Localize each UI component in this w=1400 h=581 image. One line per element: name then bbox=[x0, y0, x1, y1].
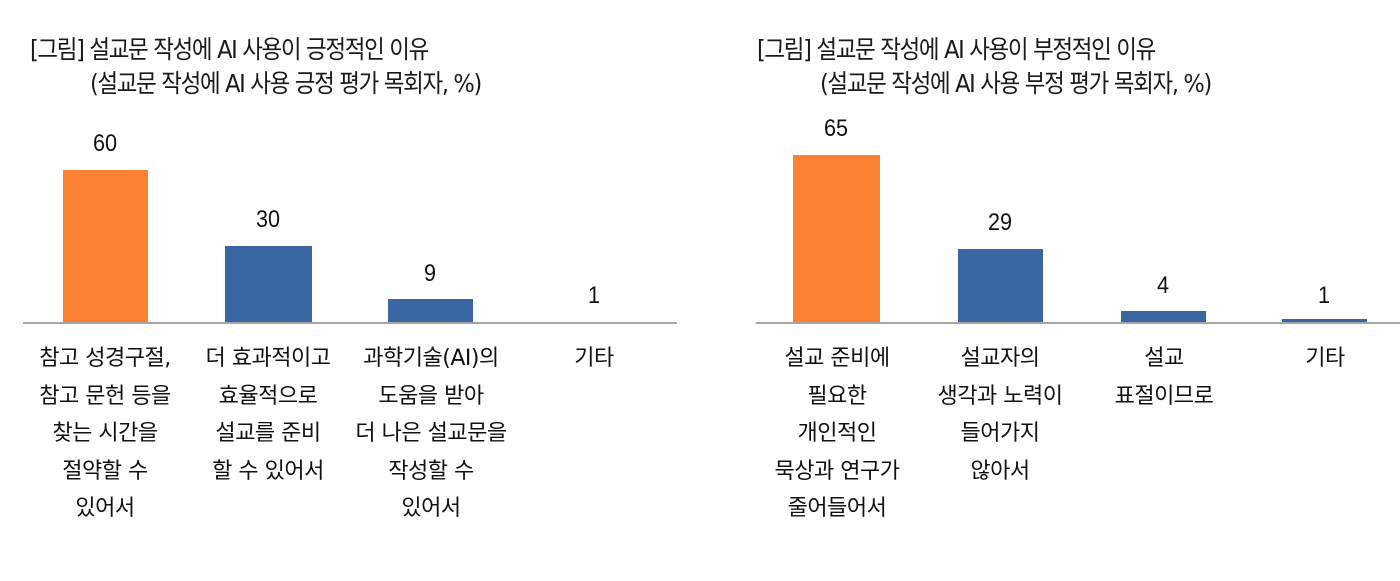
chart-subtitle: (설교문 작성에 AI 사용 부정 평가 목회자, %) bbox=[820, 69, 1212, 98]
value-label: 4 bbox=[1156, 272, 1170, 299]
category-label: 더 효과적이고 효율적으로 설교를 준비 할 수 있어서 bbox=[205, 346, 331, 484]
category-label: 기타 bbox=[1305, 346, 1345, 371]
positive-reasons-chart: [그림] 설교문 작성에 AI 사용이 긍정적인 이유 (설교문 작성에 AI … bbox=[23, 35, 677, 521]
category-label: 기타 bbox=[574, 346, 614, 371]
bar-0 bbox=[793, 155, 880, 322]
category-label: 과학기술(AI)의 도움을 받아 더 나은 설교문을 작성할 수 있어서 bbox=[355, 346, 507, 521]
category-label: 참고 성경구절, 참고 문헌 등을 찾는 시간을 절약할 수 있어서 bbox=[39, 346, 171, 521]
x-axis bbox=[23, 322, 677, 324]
value-label: 65 bbox=[823, 115, 849, 142]
value-label: 60 bbox=[92, 130, 118, 157]
category-label: 설교 표절이므로 bbox=[1114, 346, 1214, 409]
value-label: 1 bbox=[587, 282, 601, 309]
chart-title: [그림] 설교문 작성에 AI 사용이 긍정적인 이유 bbox=[30, 35, 429, 64]
value-label: 9 bbox=[423, 260, 437, 287]
bar-2 bbox=[388, 299, 473, 322]
value-label: 30 bbox=[255, 206, 281, 233]
bar-0 bbox=[63, 170, 148, 322]
value-label: 29 bbox=[987, 209, 1013, 236]
chart-title: [그림] 설교문 작성에 AI 사용이 부정적인 이유 bbox=[757, 35, 1156, 64]
bar-1 bbox=[958, 249, 1043, 322]
bar-1 bbox=[225, 246, 312, 322]
value-label: 1 bbox=[1317, 282, 1331, 309]
category-label: 설교자의 생각과 노력이 들어가지 않아서 bbox=[937, 346, 1063, 484]
chart-subtitle: (설교문 작성에 AI 사용 긍정 평가 목회자, %) bbox=[90, 69, 482, 98]
bar-2 bbox=[1121, 311, 1206, 322]
bar-3 bbox=[1282, 319, 1367, 322]
x-axis bbox=[756, 322, 1400, 324]
category-label: 설교 준비에 필요한 개인적인 묵상과 연구가 줄어들어서 bbox=[774, 346, 900, 521]
